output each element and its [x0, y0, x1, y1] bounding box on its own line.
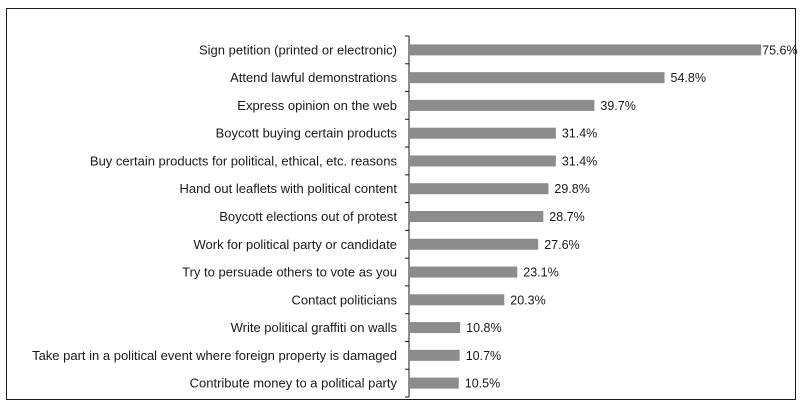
category-label: Take part in a political event where for… [32, 348, 397, 363]
category-label: Write political graffiti on walls [231, 320, 398, 335]
bar [410, 127, 556, 139]
value-label: 10.5% [465, 377, 500, 391]
value-label: 39.7% [600, 99, 635, 113]
value-label: 31.4% [562, 127, 597, 141]
category-label: Contribute money to a political party [190, 376, 398, 391]
category-label: Boycott elections out of protest [219, 209, 397, 224]
value-label: 75.6% [762, 43, 797, 57]
category-label: Boycott buying certain products [216, 126, 398, 141]
bars-layer [410, 44, 762, 389]
bar [410, 349, 460, 361]
value-label: 29.8% [554, 182, 589, 196]
y-axis-ticks-layer [405, 35, 409, 398]
category-label: Sign petition (printed or electronic) [199, 42, 397, 57]
value-label: 10.7% [466, 349, 501, 363]
bar [410, 377, 459, 389]
value-label: 20.3% [510, 293, 545, 307]
category-label: Work for political party or candidate [193, 237, 397, 252]
category-label: Buy certain products for political, ethi… [90, 153, 398, 168]
bar [410, 44, 762, 56]
category-label: Contact politicians [292, 292, 398, 307]
category-labels-layer: Sign petition (printed or electronic) Att… [32, 42, 397, 390]
category-label: Express opinion on the web [237, 98, 397, 113]
category-label: Try to persuade others to vote as you [182, 265, 397, 280]
value-label: 54.8% [671, 71, 706, 85]
value-labels-layer: 75.6%54.8%39.7%31.4%31.4%29.8%28.7%27.6%… [465, 43, 798, 390]
bar [410, 183, 549, 195]
category-label: Attend lawful demonstrations [230, 70, 397, 85]
category-label: Hand out leaflets with political content [179, 181, 397, 196]
bar [410, 238, 539, 250]
bar [410, 322, 461, 334]
value-label: 10.8% [466, 321, 501, 335]
value-label: 31.4% [562, 154, 597, 168]
bar [410, 266, 518, 278]
bar [410, 155, 556, 167]
bar [410, 99, 595, 111]
bar [410, 72, 665, 84]
value-label: 23.1% [523, 266, 558, 280]
bar [410, 211, 544, 222]
bar [410, 294, 505, 306]
value-label: 28.7% [549, 210, 584, 224]
value-label: 27.6% [544, 238, 579, 252]
